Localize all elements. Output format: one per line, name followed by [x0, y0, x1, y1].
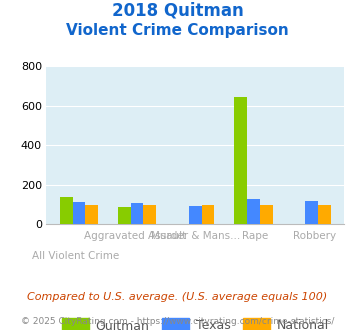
- Text: All Violent Crime: All Violent Crime: [32, 251, 120, 261]
- Text: © 2025 CityRating.com - https://www.cityrating.com/crime-statistics/: © 2025 CityRating.com - https://www.city…: [21, 317, 334, 326]
- Text: Violent Crime Comparison: Violent Crime Comparison: [66, 23, 289, 38]
- Bar: [260, 205, 273, 224]
- Text: Robbery: Robbery: [293, 231, 336, 241]
- Bar: [118, 207, 131, 224]
- Text: Murder & Mans...: Murder & Mans...: [151, 231, 240, 241]
- Text: 2018 Quitman: 2018 Quitman: [111, 2, 244, 20]
- Text: Rape: Rape: [242, 231, 268, 241]
- Legend: Quitman, Texas, National: Quitman, Texas, National: [57, 313, 334, 330]
- Text: Compared to U.S. average. (U.S. average equals 100): Compared to U.S. average. (U.S. average …: [27, 292, 328, 302]
- Bar: [131, 203, 143, 224]
- Bar: [305, 201, 318, 224]
- Bar: [202, 205, 214, 224]
- Bar: [318, 205, 331, 224]
- Bar: [247, 199, 260, 224]
- Bar: [72, 202, 85, 224]
- Text: Aggravated Assault: Aggravated Assault: [84, 231, 187, 241]
- Bar: [189, 206, 202, 224]
- Bar: [85, 205, 98, 224]
- Bar: [143, 205, 156, 224]
- Bar: [60, 197, 72, 224]
- Bar: [234, 97, 247, 224]
